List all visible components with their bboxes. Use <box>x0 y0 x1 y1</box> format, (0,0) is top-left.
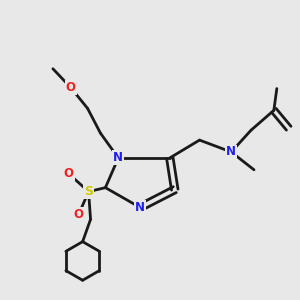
Text: O: O <box>66 81 76 94</box>
Text: O: O <box>64 167 74 180</box>
Text: N: N <box>113 152 123 164</box>
Text: S: S <box>84 185 93 198</box>
Text: N: N <box>135 201 145 214</box>
Text: O: O <box>74 208 84 221</box>
Text: N: N <box>226 146 236 158</box>
